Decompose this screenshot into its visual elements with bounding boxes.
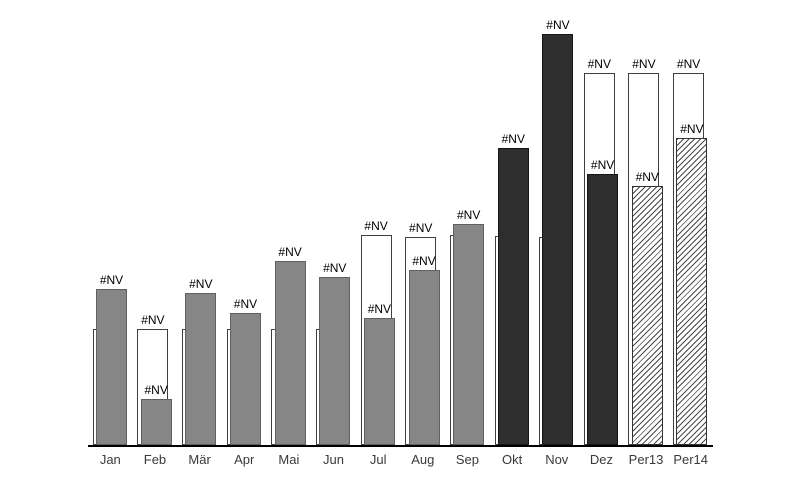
category-label-Apr: Apr [234, 452, 255, 467]
nv-label-fill-Sep: #NV [456, 208, 481, 222]
category-label-Jun: Jun [323, 452, 345, 467]
nv-label-outline-Feb: #NV [141, 313, 165, 327]
nv-label-fill-Aug: #NV [412, 254, 436, 268]
category-label-Nov: Nov [545, 452, 569, 467]
hatch-bar-Per13 [631, 186, 663, 445]
nv-label-fill-Feb: #NV [144, 383, 168, 397]
gray-bar-Jan [96, 289, 128, 445]
gray-bar-Sep [453, 224, 485, 445]
nv-label-outline-Jul: #NV [364, 219, 388, 233]
nv-label-fill-Mai: #NV [278, 245, 302, 259]
category-label-Per13: Per13 [628, 452, 664, 467]
nv-label-fill-Apr: #NV [233, 297, 258, 311]
nv-label-fill-Dez: #NV [590, 158, 615, 172]
nv-label-fill-Per13: #NV [635, 170, 659, 184]
nv-label-fill-Mär: #NV [189, 277, 213, 291]
hatch-bar-Per14 [676, 138, 708, 445]
category-label-Jul: Jul [369, 452, 387, 467]
category-label-Mai: Mai [278, 452, 300, 467]
nv-label-fill-Okt: #NV [501, 132, 525, 146]
category-label-Jan: Jan [99, 452, 121, 467]
dark-bar-Nov [542, 34, 574, 445]
nv-label-fill-Nov: #NV [546, 18, 570, 32]
category-label-Aug: Aug [411, 452, 435, 467]
nv-label-outline-Aug: #NV [409, 221, 433, 235]
dark-bar-Dez [587, 174, 619, 445]
nv-label-outline-Per13: #NV [632, 57, 656, 71]
nv-label-outline-Dez: #NV [587, 57, 611, 71]
nv-label-fill-Jun: #NV [323, 261, 347, 275]
category-label-Dez: Dez [589, 452, 613, 467]
dark-bar-Okt [497, 148, 529, 445]
gray-bar-Mai [274, 261, 306, 445]
gray-bar-Apr [229, 313, 261, 445]
gray-bar-Jul [363, 318, 395, 445]
gray-bar-Aug [408, 270, 440, 445]
category-label-Feb: Feb [143, 452, 167, 467]
category-label-Okt: Okt [501, 452, 523, 467]
gray-bar-Jun [319, 277, 351, 445]
nv-label-fill-Jul: #NV [367, 302, 392, 316]
nv-label-outline-Per14: #NV [676, 57, 701, 71]
gray-bar-Feb [140, 399, 172, 445]
category-label-Per14: Per14 [673, 452, 709, 467]
nv-label-fill-Jan: #NV [99, 273, 124, 287]
gray-bar-Mär [185, 293, 217, 445]
category-label-Mär: Mär [188, 452, 211, 467]
nv-label-fill-Per14: #NV [680, 122, 704, 136]
x-axis-line [88, 445, 713, 447]
category-label-Sep: Sep [455, 452, 480, 467]
